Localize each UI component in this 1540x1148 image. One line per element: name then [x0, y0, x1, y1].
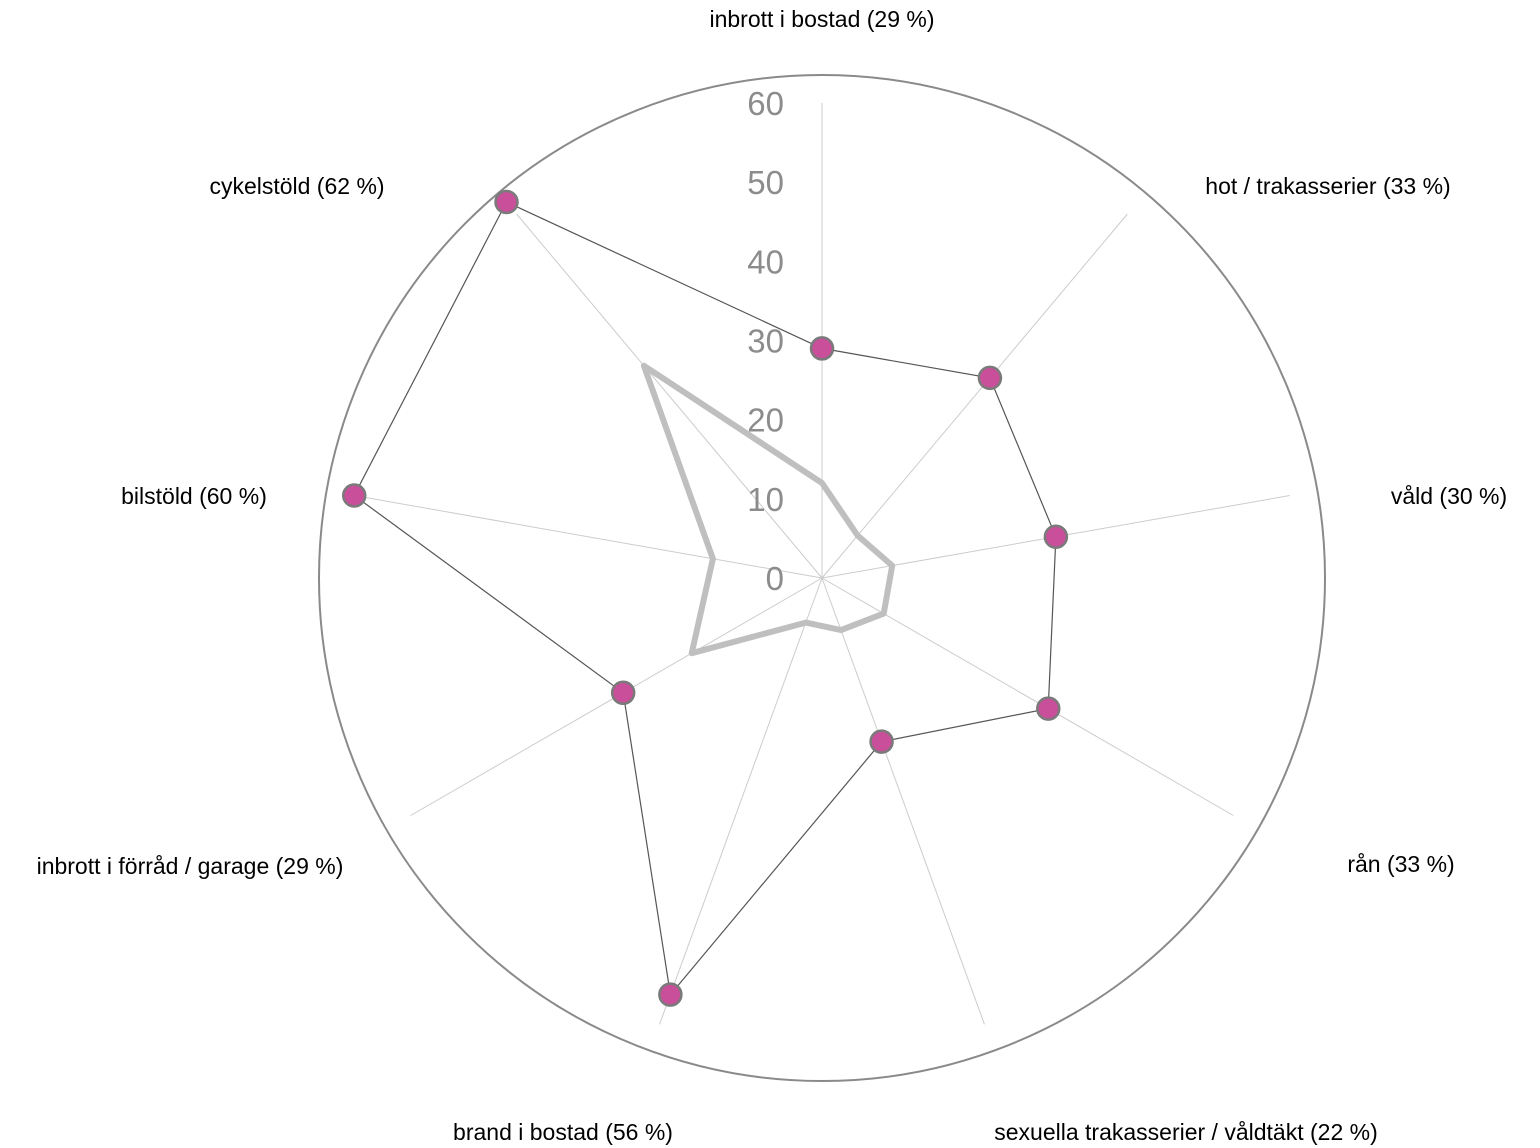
- outer-ring: [318, 74, 1326, 1082]
- category-labels-group: inbrott i bostad (29 %) hot / trakasserie…: [37, 6, 1508, 1145]
- spoke-line: [516, 213, 823, 579]
- radial-ticks-group: 0 10 20 30 40 50 60: [747, 85, 784, 597]
- data-point: [1035, 696, 1061, 721]
- category-label: bilstöld (60 %): [121, 483, 267, 509]
- data-point: [610, 680, 636, 706]
- series-line: [640, 362, 896, 657]
- radial-tick-label: 60: [747, 85, 784, 122]
- radial-tick-label: 30: [747, 323, 784, 360]
- category-label: cykelstöld (62 %): [209, 173, 384, 199]
- data-point: [494, 189, 519, 215]
- radial-tick-label: 50: [747, 164, 784, 201]
- spoke-line: [659, 577, 823, 1025]
- radial-tick-label: 10: [747, 481, 784, 518]
- data-point: [658, 982, 683, 1007]
- series-line: [353, 201, 1057, 997]
- data-point: [341, 483, 367, 508]
- category-label: rån (33 %): [1347, 851, 1454, 877]
- radial-tick-label: 20: [747, 402, 784, 439]
- data-point: [869, 729, 894, 754]
- spoke-line: [821, 577, 985, 1025]
- category-label: inbrott i förråd / garage (29 %): [37, 853, 344, 879]
- category-label: våld (30 %): [1391, 483, 1507, 509]
- radial-tick-label: 0: [766, 560, 784, 597]
- radial-tick-label: 40: [747, 243, 784, 280]
- spokes-group: [354, 103, 1290, 1025]
- data-point: [977, 365, 1003, 391]
- series-group: [341, 189, 1069, 1007]
- category-label: sexuella trakasserier / våldtäkt (22 %): [994, 1119, 1378, 1145]
- category-label: brand i bostad (56 %): [453, 1119, 673, 1145]
- spoke-line: [821, 577, 1234, 816]
- spoke-line: [354, 495, 823, 579]
- category-label: inbrott i bostad (29 %): [709, 6, 934, 32]
- category-label: hot / trakasserier (33 %): [1205, 173, 1450, 199]
- spoke-line: [821, 213, 1128, 579]
- outer-ring-group: [318, 74, 1326, 1082]
- data-point: [1043, 524, 1069, 550]
- data-point: [809, 336, 835, 361]
